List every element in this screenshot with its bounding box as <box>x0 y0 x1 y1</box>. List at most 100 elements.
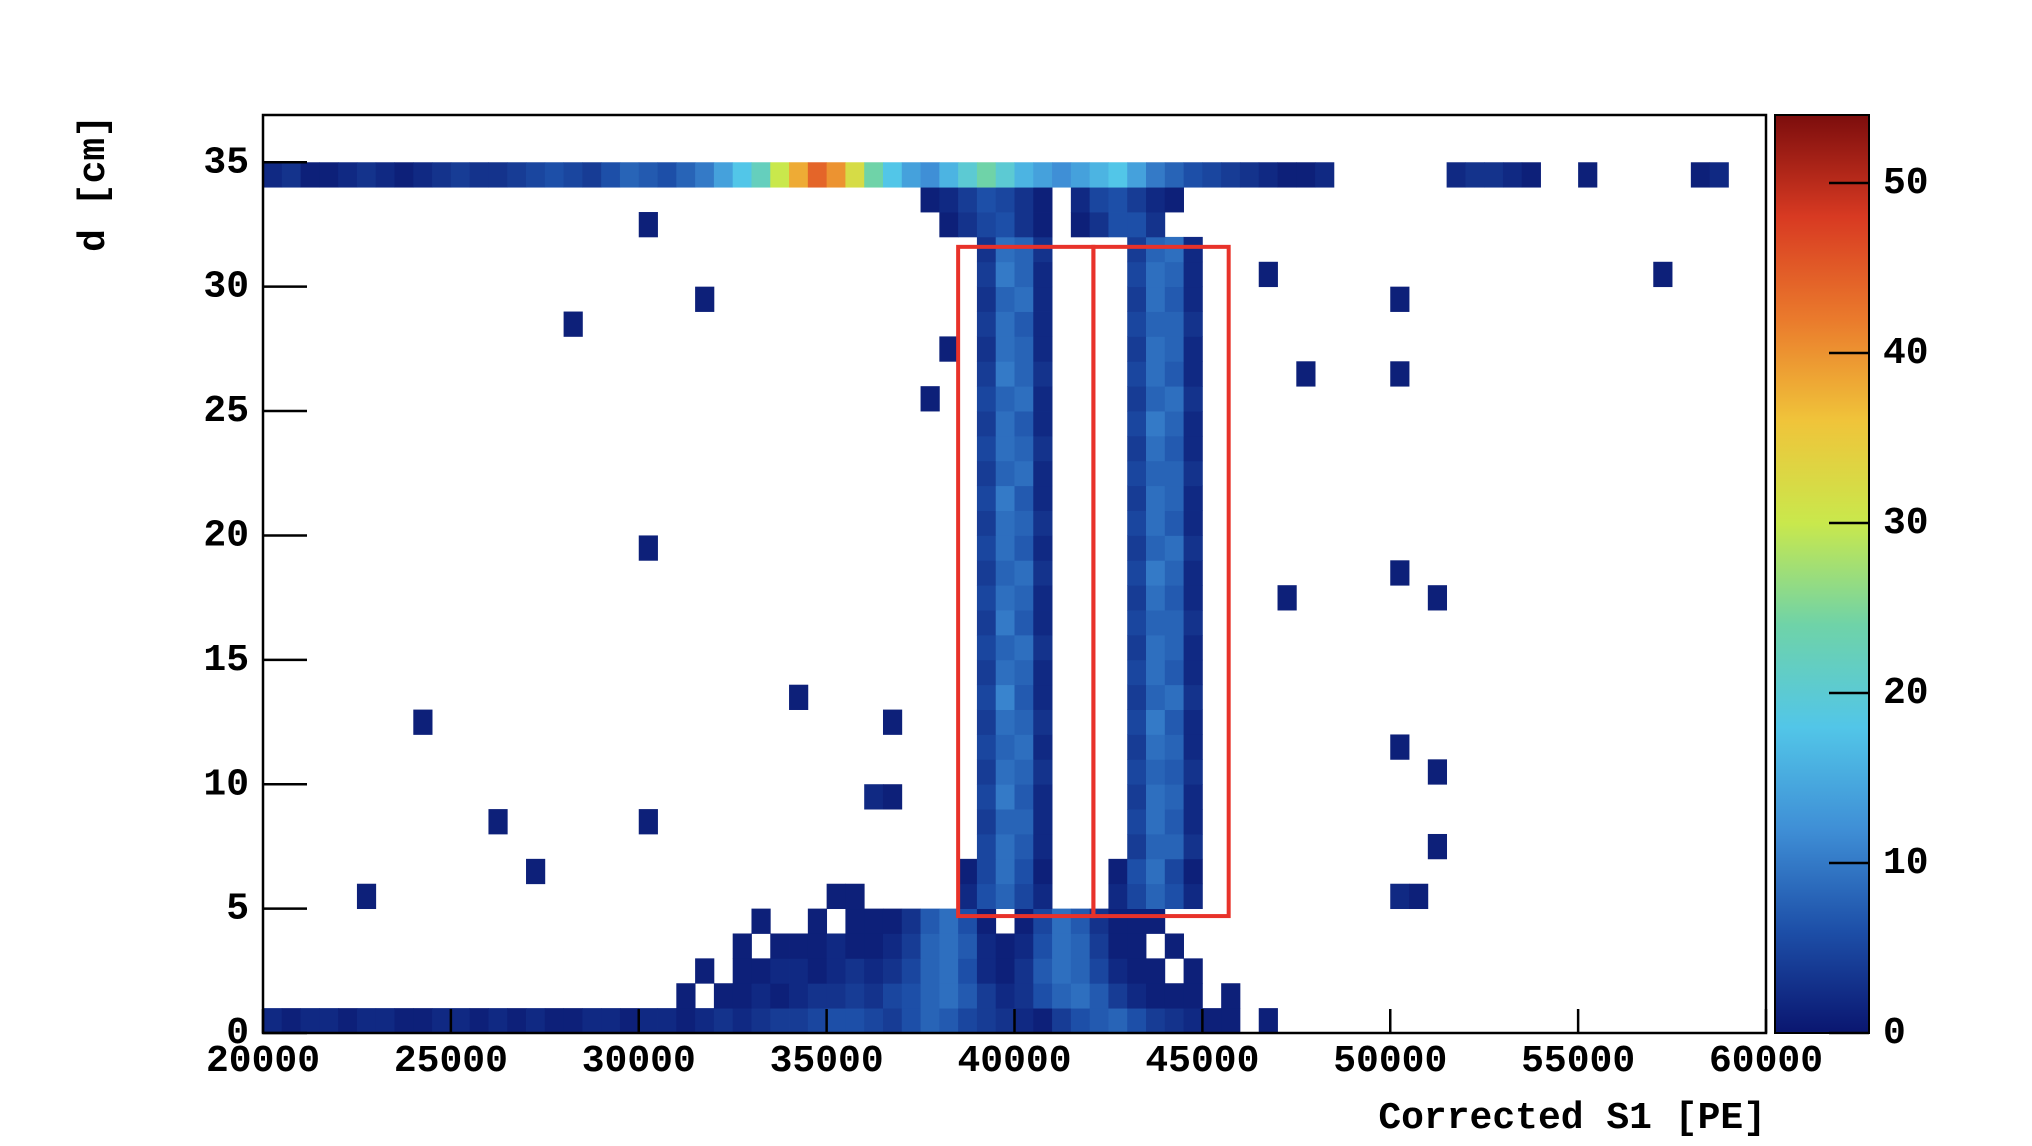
heatmap-cell <box>976 833 997 860</box>
heatmap-cell <box>1070 187 1091 213</box>
heatmap-cell <box>958 883 978 910</box>
x-tick-label: 50000 <box>1333 1040 1447 1083</box>
heatmap-cell <box>1183 659 1203 686</box>
heatmap-cell <box>789 909 808 934</box>
heatmap-cell <box>300 162 320 188</box>
heatmap-cell <box>1164 709 1184 735</box>
heatmap-cell <box>826 933 846 959</box>
heatmap-cell <box>338 162 358 188</box>
heatmap-cell <box>1183 485 1203 511</box>
heatmap-cell <box>976 759 997 785</box>
heatmap-cell <box>1108 187 1128 213</box>
heatmap-cell <box>1127 187 1147 213</box>
heatmap-cell <box>939 983 959 1009</box>
heatmap-cell <box>1353 162 1372 187</box>
heatmap-cell <box>1634 162 1653 187</box>
heatmap-cell <box>864 784 884 810</box>
x-tick-label: 20000 <box>206 1040 320 1083</box>
heatmap-cell <box>1183 833 1203 860</box>
heatmap-cell <box>1089 983 1109 1009</box>
heatmap-cell <box>1033 485 1053 511</box>
heatmap-cell <box>507 162 527 188</box>
heatmap-cell <box>1127 286 1147 312</box>
heatmap-cell <box>1146 460 1166 487</box>
heatmap-cell <box>1146 435 1166 462</box>
heatmap-cell <box>695 958 715 984</box>
heatmap-cell <box>1127 261 1147 288</box>
heatmap-cell <box>413 1008 433 1034</box>
heatmap-cell <box>939 336 959 362</box>
heatmap-cell <box>976 610 997 636</box>
color-bar-label: 50 <box>1883 162 1929 205</box>
heatmap-cell <box>976 560 997 586</box>
heatmap-cell <box>1014 236 1034 263</box>
heatmap-cell <box>1014 634 1034 661</box>
heatmap-cell <box>638 1008 658 1034</box>
heatmap-cell <box>995 585 1015 611</box>
heatmap-cell <box>958 187 978 213</box>
heatmap-cell <box>1014 883 1034 910</box>
heatmap-cell <box>976 734 997 760</box>
heatmap-cell <box>901 958 921 984</box>
heatmap-cell <box>1146 535 1166 561</box>
heatmap-cell <box>1258 1008 1278 1034</box>
heatmap-cell <box>1146 659 1166 686</box>
heatmap-cell <box>1108 983 1128 1009</box>
heatmap-cell <box>1183 1008 1203 1034</box>
heatmap-cell <box>1146 236 1166 263</box>
heatmap-cell <box>976 933 997 959</box>
heatmap-cell <box>1409 162 1428 187</box>
heatmap-cell <box>1164 236 1184 263</box>
heatmap-cell <box>1070 983 1091 1009</box>
heatmap-cell <box>1014 386 1034 412</box>
heatmap-cell <box>1221 1008 1241 1034</box>
heatmap-cell <box>845 1008 865 1034</box>
heatmap-cell <box>1390 361 1410 387</box>
heatmap-cell <box>995 187 1015 213</box>
heatmap-cell <box>1033 236 1053 263</box>
heatmap-cell <box>1164 734 1184 760</box>
heatmap-cell <box>1033 386 1053 412</box>
heatmap-cell <box>732 933 752 959</box>
heatmap-cell <box>901 1008 921 1034</box>
heatmap-cell <box>1183 958 1203 984</box>
y-tick-label: 25 <box>203 390 249 433</box>
heatmap-cell <box>1127 908 1147 934</box>
heatmap-cell <box>1089 212 1109 238</box>
heatmap-cell <box>1089 1008 1109 1034</box>
heatmap-cell <box>1014 311 1034 337</box>
heatmap-cell <box>1014 535 1034 561</box>
heatmap-cell <box>1014 261 1034 288</box>
heatmap-cell <box>713 162 734 188</box>
heatmap-cell <box>1108 858 1128 885</box>
heatmap-cell <box>1202 162 1222 188</box>
heatmap-cell <box>1033 261 1053 288</box>
heatmap-cell <box>1146 833 1166 860</box>
heatmap-cell <box>1164 187 1184 213</box>
heatmap-cell <box>375 1008 395 1034</box>
heatmap-cell <box>1277 585 1297 611</box>
heatmap-cell <box>995 933 1015 959</box>
heatmap-cell <box>995 336 1015 362</box>
heatmap-cell <box>450 162 471 188</box>
heatmap-cell <box>958 162 978 188</box>
heatmap-cell <box>1127 585 1147 611</box>
heatmap-cell <box>526 162 546 188</box>
heatmap-cell <box>920 187 940 213</box>
heatmap-cell <box>976 460 997 487</box>
heatmap-cell <box>1183 734 1203 760</box>
heatmap-cell <box>864 908 884 934</box>
heatmap-cell <box>976 510 997 536</box>
heatmap-cell <box>995 709 1015 735</box>
heatmap-cell <box>995 684 1015 710</box>
heatmap-cell <box>1164 510 1184 536</box>
heatmap-cell <box>995 435 1015 462</box>
heatmap-cell <box>375 162 395 188</box>
heatmap-cell <box>1427 759 1448 785</box>
heatmap-cell <box>1164 833 1184 860</box>
color-bar-label: 0 <box>1883 1012 1906 1055</box>
heatmap-cell <box>1146 187 1166 213</box>
heatmap-cell <box>1653 162 1672 187</box>
heatmap-cell <box>638 212 658 238</box>
heatmap-cell <box>958 958 978 984</box>
